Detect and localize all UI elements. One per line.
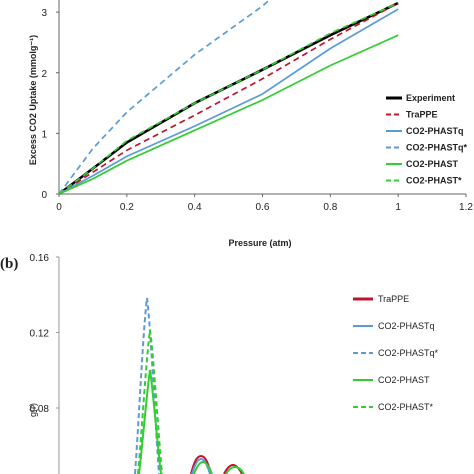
panel-a-series-co2-phast-star: [58, 2, 399, 195]
panel-b-peak-co2-phast-7: [225, 465, 245, 474]
panel-a-isotherm-chart: 0 0.2 0.4 0.6 0.8 1 1.2 0 1 2 3 Pressure (atm) Ex…: [28, 0, 473, 248]
panel-a-series-co2-phastq-star: [58, 0, 270, 195]
panel-a-x-axis-label: Pressure (atm): [228, 238, 291, 248]
panel-b-peak-co2-phast-2: [138, 369, 162, 474]
panel-a-legend-label-co2-phastq-star: CO2-PHASTq*: [406, 143, 468, 153]
panel-a-x-tick-label: 0.4: [188, 202, 202, 213]
panel-a-y-tick-label: 2: [41, 69, 47, 80]
panel-a-y-tick-label: 0: [41, 190, 47, 201]
panel-b-label: (b): [0, 256, 18, 272]
panel-a-series-co2-phast: [58, 34, 399, 195]
panel-a-legend: Experiment TraPPE CO2-PHASTq CO2-PHASTq* CO2…: [386, 93, 468, 186]
panel-b-legend-label-co2-phastq: CO2-PHASTq: [378, 321, 435, 331]
panel-b-series-lines: [134, 297, 245, 474]
panel-b-y-axis-label: g(r): [28, 403, 38, 417]
panel-a-legend-label-co2-phast-star: CO2-PHAST*: [406, 176, 462, 186]
panel-a-y-tick-label: 3: [41, 8, 47, 19]
panel-a-y-axis-label: Excess CO2 Uptake (mmolg⁻¹): [28, 35, 38, 165]
panel-a-y-tick-label: 1: [41, 129, 47, 140]
panel-a-x-tick-label: 0.2: [120, 202, 134, 213]
panel-b-peak-co2-phastq-star-0: [134, 297, 160, 474]
panel-b-y-tick-label: 0.08: [30, 404, 50, 415]
panel-a-x-tick-label: 1.2: [459, 202, 473, 213]
panel-a-x-tick-label: 1: [395, 202, 401, 213]
panel-a-x-tick-label: 0.8: [323, 202, 337, 213]
panel-a-legend-label-experiment: Experiment: [406, 93, 455, 103]
panel-a-x-tick-labels: 0 0.2 0.4 0.6 0.8 1 1.2: [56, 194, 473, 213]
panel-a-legend-label-co2-phast: CO2-PHAST: [406, 159, 459, 169]
panel-a-series-co2-phastq: [58, 8, 399, 195]
panel-a-y-tick-labels: 0 1 2 3: [41, 8, 59, 201]
panel-a-series-trappe: [58, 2, 399, 195]
panel-b-peak-co2-phastq-4: [191, 457, 211, 474]
panel-b-rdf-chart: (b) 0.08 0.12 0.16 g(r) TraPPE CO2-PHASTq CO…: [0, 253, 439, 474]
panel-a-series-lines: [58, 0, 399, 196]
panel-b-y-tick-label: 0.16: [30, 253, 50, 264]
panel-b-legend-label-co2-phast: CO2-PHAST: [378, 375, 430, 385]
panel-b-peak-co2-phast-5: [193, 460, 213, 474]
panel-b-legend-label-trappe: TraPPE: [378, 294, 409, 304]
panel-b-legend-label-co2-phastq-star: CO2-PHASTq*: [378, 348, 439, 358]
panel-a-x-tick-label: 0.6: [256, 202, 270, 213]
panel-b-y-tick-labels: 0.08 0.12 0.16: [30, 253, 59, 415]
panel-b-peak-co2-phast-star-1: [137, 329, 163, 474]
panel-b-legend-label-co2-phast-star: CO2-PHAST*: [378, 402, 434, 412]
panel-b-y-tick-label: 0.12: [30, 329, 50, 340]
panel-a-x-tick-label: 0: [56, 202, 62, 213]
panel-a-legend-label-co2-phastq: CO2-PHASTq: [406, 126, 464, 136]
panel-b-legend: TraPPE CO2-PHASTq CO2-PHASTq* CO2-PHAST CO2-…: [353, 294, 439, 412]
panel-a-legend-label-trappe: TraPPE: [406, 110, 438, 120]
